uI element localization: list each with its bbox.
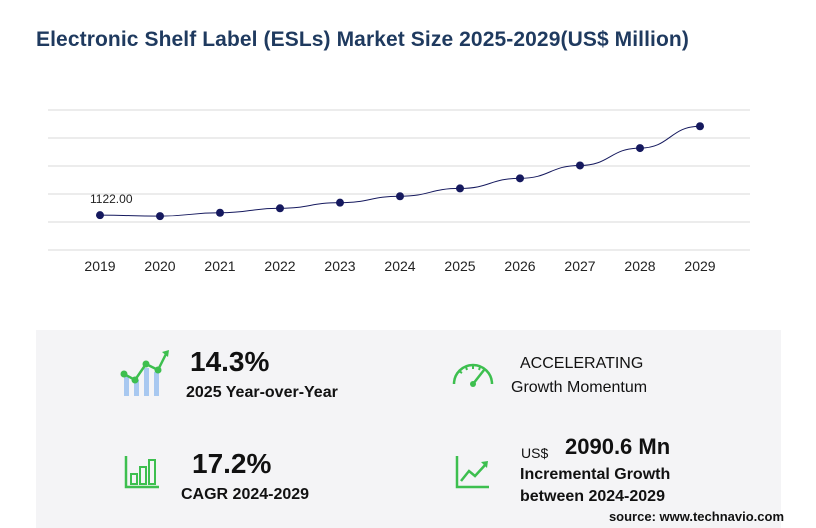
- x-axis-labels: 2019 2020 2021 2022 2023 2024 2025 2026 2027 2028…: [84, 258, 715, 274]
- x-tick-label: 2029: [684, 258, 715, 274]
- source-credit: source: www.technavio.com: [608, 509, 784, 524]
- data-point-2026: [516, 174, 524, 183]
- data-point-2019: [96, 211, 104, 220]
- increment-label-2: between 2024-2029: [520, 488, 665, 505]
- x-tick-label: 2024: [384, 258, 415, 274]
- chart-annotations: 1122.00: [90, 192, 133, 206]
- data-point-2029: [696, 122, 704, 131]
- data-point-2020: [156, 212, 164, 221]
- data-point-2025: [456, 184, 464, 193]
- x-tick-label: 2021: [204, 258, 235, 274]
- chart-gridlines: [48, 109, 750, 251]
- x-tick-label: 2028: [624, 258, 655, 274]
- cagr-value: 17.2%: [192, 448, 272, 479]
- momentum-label: Growth Momentum: [511, 379, 648, 396]
- x-tick-label: 2022: [264, 258, 295, 274]
- data-point-2024: [396, 192, 404, 201]
- increment-value: 2090.6 Mn: [565, 434, 671, 459]
- cagr-label: CAGR 2024-2029: [181, 486, 310, 503]
- data-point-2023: [336, 198, 344, 207]
- data-label: 1122.00: [90, 192, 133, 206]
- bar-chart-icon: [124, 456, 159, 489]
- line-chart: 2019 2020 2021 2022 2023 2024 2025 2026 2027 2028…: [48, 109, 750, 274]
- x-tick-label: 2023: [324, 258, 355, 274]
- chart-title: Electronic Shelf Label (ESLs) Market Siz…: [36, 28, 689, 51]
- x-tick-label: 2020: [144, 258, 175, 274]
- trend-up-icon: [455, 456, 489, 489]
- data-point-2027: [576, 161, 584, 170]
- data-point-2022: [276, 204, 284, 213]
- momentum-title: ACCELERATING: [520, 355, 644, 372]
- increment-label-1: Incremental Growth: [520, 466, 671, 483]
- series-line: [99, 125, 701, 217]
- series-points: [96, 122, 704, 221]
- speedometer-icon: [452, 363, 494, 387]
- yoy-value: 14.3%: [190, 346, 270, 377]
- x-tick-label: 2026: [504, 258, 535, 274]
- data-point-2021: [216, 208, 224, 217]
- increment-currency: US$: [521, 445, 549, 461]
- x-tick-label: 2027: [564, 258, 595, 274]
- yoy-label: 2025 Year-over-Year: [186, 384, 338, 401]
- data-point-2028: [636, 144, 644, 153]
- bar-growth-icon: [120, 350, 169, 396]
- x-tick-label: 2025: [444, 258, 475, 274]
- x-tick-label: 2019: [84, 258, 115, 274]
